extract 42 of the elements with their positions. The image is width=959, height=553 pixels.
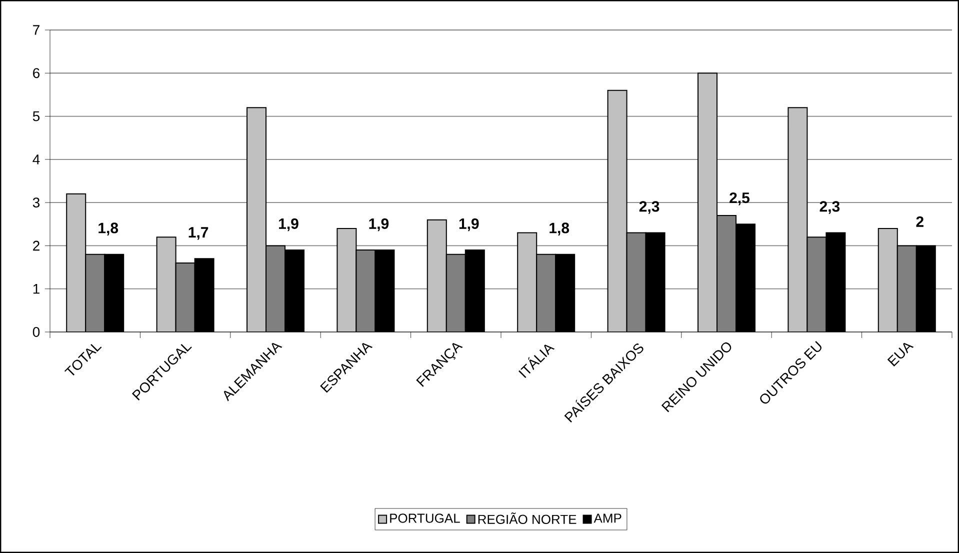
y-tick-label: 5 <box>32 111 40 122</box>
y-tick-label: 6 <box>33 68 40 78</box>
bar <box>246 107 267 332</box>
legend-label: AMP <box>594 514 622 523</box>
bar <box>266 245 286 332</box>
data-label: 1,9 <box>279 218 298 232</box>
bar <box>175 262 196 332</box>
bar <box>607 90 628 332</box>
y-tick-label: 3 <box>32 198 40 208</box>
data-label: 1,8 <box>550 222 570 236</box>
bar <box>426 219 447 332</box>
data-label: 1,9 <box>369 218 389 232</box>
y-tick-label: 1 <box>33 284 40 294</box>
x-tick-label: EUA <box>887 342 914 366</box>
bar <box>336 228 357 332</box>
data-label: 2 <box>916 216 924 227</box>
data-label: 1,8 <box>98 222 118 236</box>
bar <box>156 236 176 332</box>
bar <box>697 72 718 332</box>
data-label: 1,9 <box>459 218 479 232</box>
data-label: 2,3 <box>820 201 840 214</box>
y-tick-label: 2 <box>33 240 40 251</box>
data-label: 2,3 <box>639 201 660 214</box>
bar <box>517 232 538 332</box>
bar <box>878 228 898 332</box>
y-tick-label: 0 <box>32 327 40 337</box>
bar <box>626 232 646 332</box>
bar <box>85 254 106 332</box>
data-label: 1,7 <box>188 227 208 240</box>
bar <box>716 215 736 332</box>
bar <box>446 254 466 332</box>
bar <box>356 250 376 332</box>
legend-label: REGIÃO NORTE <box>478 512 576 524</box>
y-tick-label: 7 <box>33 25 40 35</box>
data-label: 2,5 <box>730 192 750 206</box>
y-tick-label: 4 <box>32 154 40 164</box>
bar <box>66 193 86 332</box>
bar <box>536 254 556 332</box>
bar <box>806 236 827 332</box>
bar <box>788 107 808 332</box>
legend-label: PORTUGAL <box>390 514 460 523</box>
bar <box>896 245 917 332</box>
